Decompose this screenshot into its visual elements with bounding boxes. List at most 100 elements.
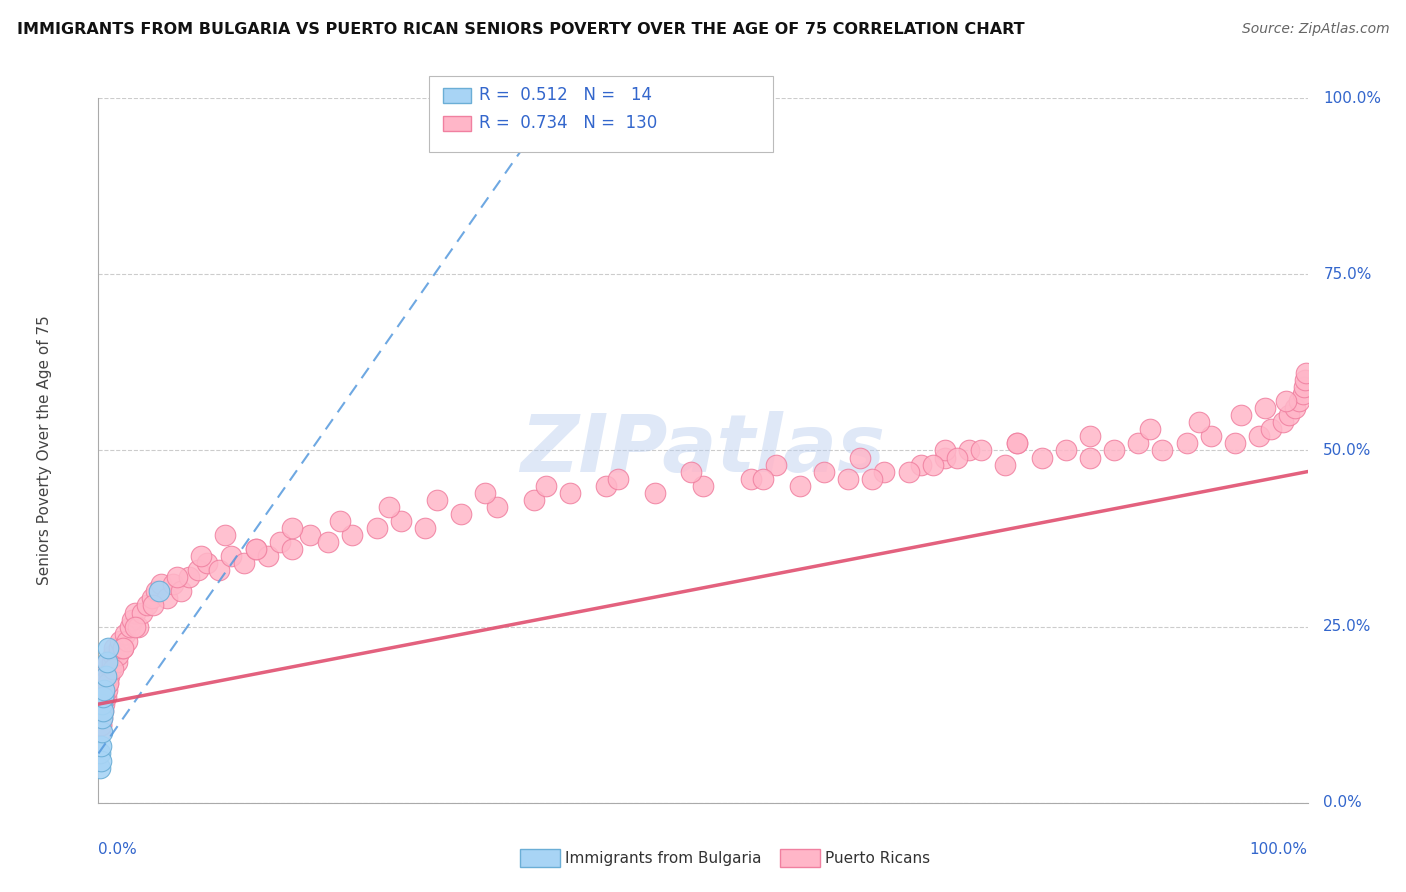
Point [96, 662, 118, 676]
Point [1102, 443, 1125, 458]
Point [256, 549, 278, 564]
Point [389, 514, 412, 528]
Point [98, 669, 121, 683]
Point [91, 725, 114, 739]
Point [90, 739, 112, 754]
Point [135, 599, 157, 613]
Point [89, 747, 111, 761]
Point [97, 640, 120, 655]
Point [1230, 408, 1253, 422]
Text: Seniors Poverty Over the Age of 75: Seniors Poverty Over the Age of 75 [37, 316, 52, 585]
Point [187, 563, 209, 577]
Point [91, 669, 114, 683]
Point [1275, 394, 1298, 409]
Text: 50.0%: 50.0% [1323, 443, 1372, 458]
Point [921, 458, 943, 472]
Point [1249, 429, 1271, 443]
Point [1272, 415, 1295, 429]
Point [221, 549, 243, 564]
Text: Source: ZipAtlas.com: Source: ZipAtlas.com [1241, 22, 1389, 37]
Point [90, 697, 112, 711]
Point [1199, 429, 1222, 443]
Point [91, 690, 114, 705]
Point [1295, 366, 1317, 380]
Point [101, 648, 124, 662]
Point [1152, 443, 1174, 458]
Point [94, 690, 117, 705]
Point [100, 655, 122, 669]
Point [474, 485, 496, 500]
Point [1188, 415, 1211, 429]
Point [934, 443, 956, 458]
Point [316, 535, 339, 549]
Text: 0.0%: 0.0% [98, 841, 138, 856]
Point [114, 626, 136, 640]
Point [89, 704, 111, 718]
Point [837, 472, 859, 486]
Point [90, 754, 112, 768]
Point [970, 443, 993, 458]
Point [166, 570, 188, 584]
Point [994, 458, 1017, 472]
Point [281, 521, 304, 535]
Point [93, 697, 115, 711]
Point [141, 591, 163, 606]
Point [169, 584, 191, 599]
Point [1288, 394, 1310, 409]
Point [1292, 380, 1315, 394]
Point [752, 472, 775, 486]
Point [595, 478, 617, 492]
Point [91, 683, 114, 698]
Point [96, 683, 118, 698]
Point [118, 619, 141, 633]
Point [299, 528, 322, 542]
Point [156, 591, 179, 606]
Point [1007, 436, 1029, 450]
Point [100, 662, 122, 676]
Text: R =  0.512   N =   14: R = 0.512 N = 14 [479, 87, 652, 104]
Point [342, 528, 364, 542]
Point [873, 465, 896, 479]
Point [97, 676, 120, 690]
Point [679, 465, 702, 479]
Text: ZIPatlas: ZIPatlas [520, 411, 886, 490]
Point [232, 556, 254, 570]
Point [190, 549, 212, 564]
Point [90, 718, 112, 732]
Point [97, 655, 120, 669]
Point [413, 521, 436, 535]
Point [117, 633, 139, 648]
Point [1007, 436, 1029, 450]
Point [377, 500, 399, 514]
Point [111, 640, 134, 655]
Point [245, 542, 267, 557]
Point [148, 584, 170, 599]
Point [101, 662, 124, 676]
Point [89, 725, 111, 739]
Point [124, 619, 146, 633]
Point [789, 478, 811, 492]
Point [534, 478, 557, 492]
Text: 100.0%: 100.0% [1323, 91, 1381, 105]
Point [121, 613, 143, 627]
Point [93, 690, 115, 705]
Point [849, 450, 872, 465]
Point [1078, 450, 1101, 465]
Text: 100.0%: 100.0% [1250, 841, 1308, 856]
Point [740, 472, 762, 486]
Point [94, 669, 117, 683]
Point [1292, 387, 1315, 401]
Point [1054, 443, 1077, 458]
Point [145, 584, 167, 599]
Point [131, 606, 153, 620]
Point [910, 458, 932, 472]
Text: Immigrants from Bulgaria: Immigrants from Bulgaria [565, 851, 762, 865]
Point [93, 676, 115, 690]
Point [91, 704, 114, 718]
Point [450, 507, 472, 521]
Point [486, 500, 509, 514]
Point [96, 655, 118, 669]
Point [1223, 436, 1246, 450]
Text: 25.0%: 25.0% [1323, 619, 1372, 634]
Point [558, 485, 581, 500]
